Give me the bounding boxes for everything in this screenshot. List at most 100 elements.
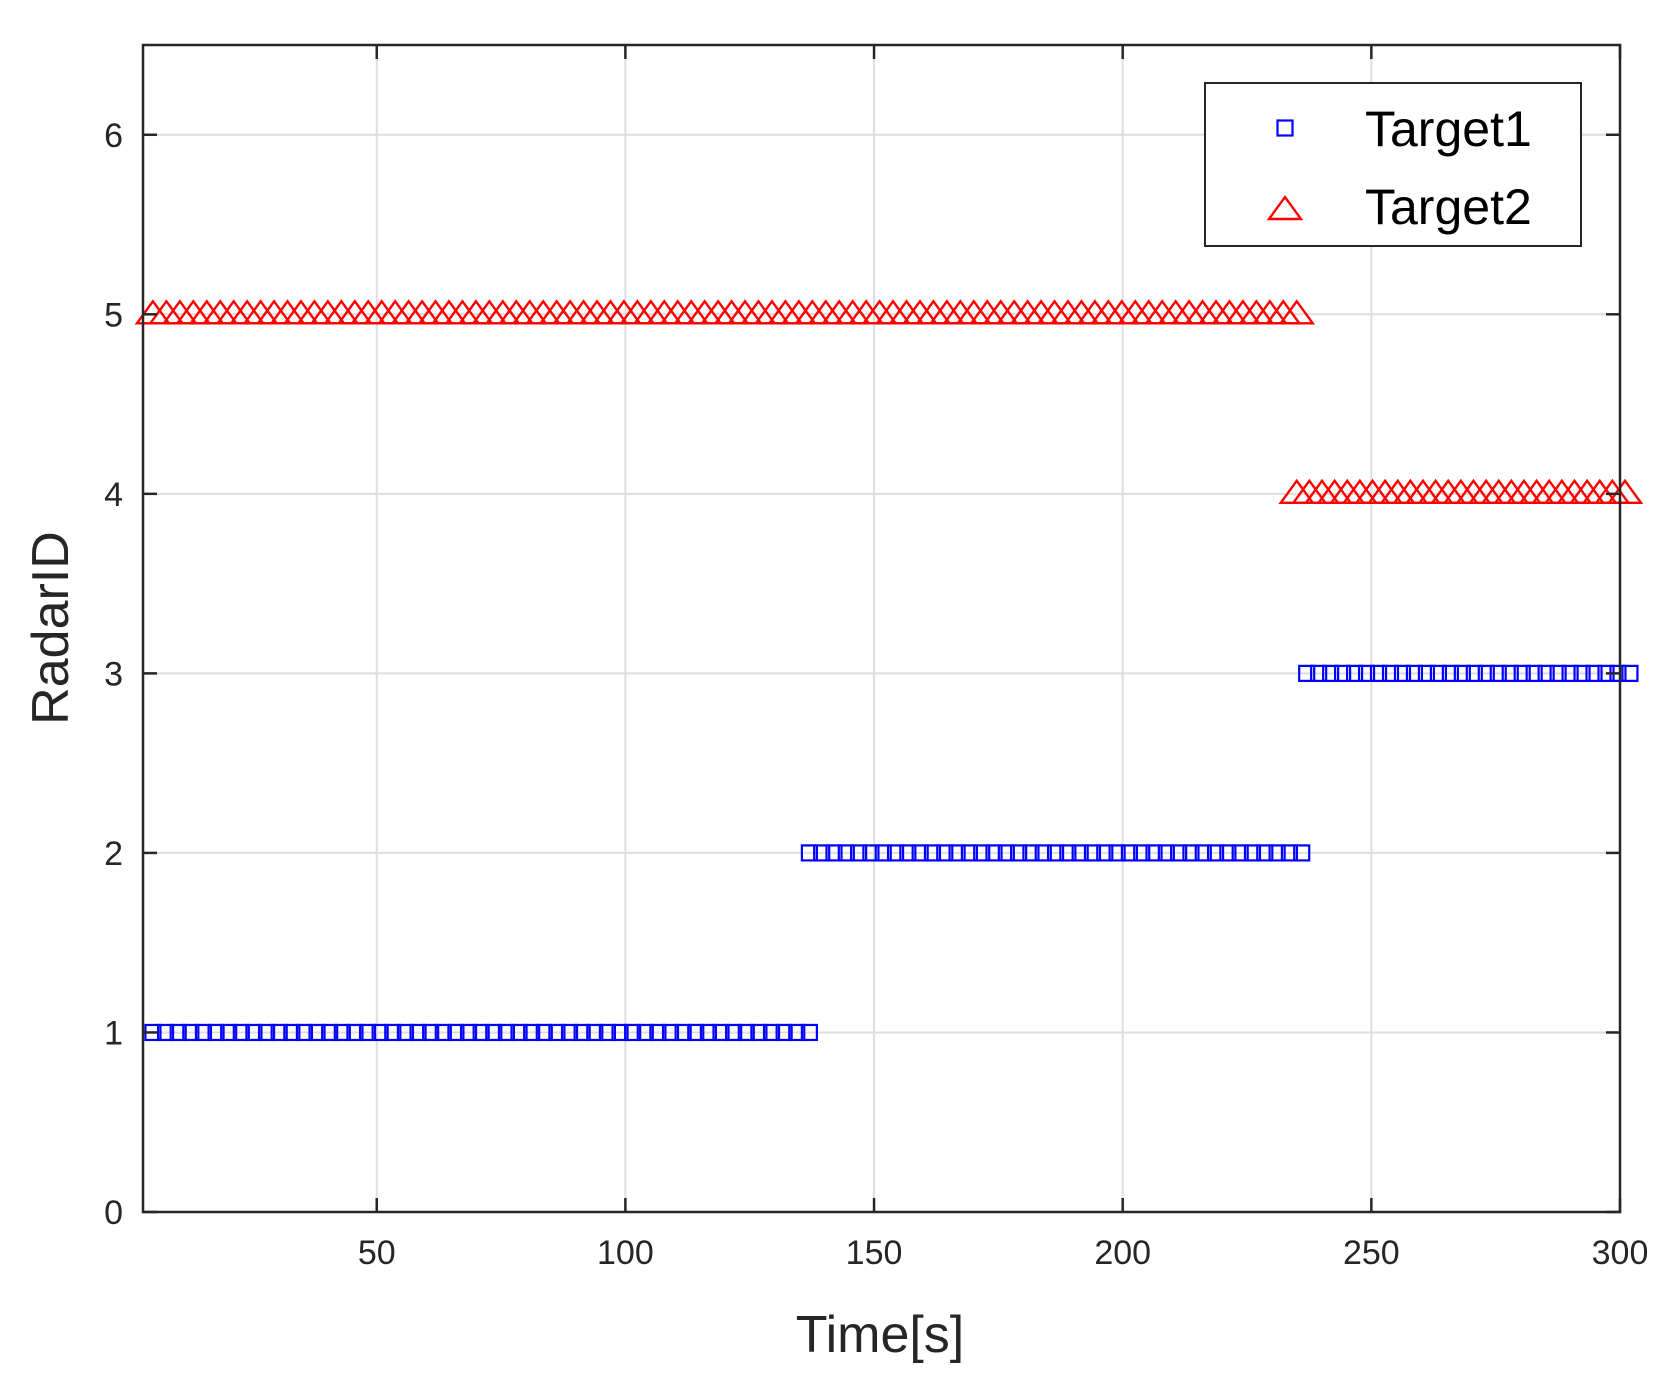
data-point-square: [699, 1023, 717, 1042]
data-point-square: [800, 1023, 818, 1042]
x-tick-label: 100: [597, 1234, 654, 1272]
data-point-square: [1293, 844, 1311, 862]
data-point-square: [257, 1023, 276, 1042]
data-point-square: [1585, 664, 1603, 682]
data-point-square: [712, 1023, 730, 1042]
data-point-square: [1310, 664, 1328, 682]
data-point-square: [1369, 664, 1388, 682]
data-point-square: [850, 844, 868, 862]
data-point-square: [837, 844, 855, 862]
data-point-square: [333, 1023, 351, 1042]
data-point-square: [1280, 844, 1299, 862]
series-target2: [134, 299, 1644, 505]
data-point-square: [1096, 844, 1114, 862]
data-point-square: [1549, 664, 1567, 682]
data-point-square: [270, 1023, 288, 1042]
data-point-square: [1194, 844, 1212, 862]
data-point-square: [1334, 664, 1352, 682]
y-tick-label: 2: [104, 835, 123, 873]
x-tick-label: 50: [358, 1234, 396, 1272]
data-point-square: [862, 844, 880, 862]
legend-marker-target2: [1266, 194, 1304, 221]
data-point-triangle: [1606, 478, 1644, 505]
data-point-square: [649, 1023, 667, 1042]
data-point-square: [485, 1023, 503, 1042]
data-point-square: [973, 844, 991, 862]
data-point-square: [358, 1023, 377, 1042]
data-point-square: [1268, 844, 1286, 862]
data-point-square: [825, 844, 843, 862]
data-point-square: [911, 844, 929, 862]
data-point-square: [1256, 844, 1274, 862]
grid: [143, 45, 1621, 1212]
data-point-square: [936, 844, 954, 862]
data-point-square: [1573, 664, 1591, 682]
y-tick-label: 5: [104, 296, 123, 334]
data-point-triangle: [1278, 299, 1316, 325]
data-point-square: [1525, 664, 1543, 682]
x-axis-title: Time[s]: [796, 1306, 965, 1364]
data-point-square: [308, 1023, 326, 1042]
data-point-square: [923, 844, 942, 862]
data-point-square: [1405, 664, 1424, 682]
x-tick-label: 300: [1592, 1234, 1649, 1272]
data-point-square: [960, 844, 978, 862]
data-point-square: [548, 1023, 566, 1042]
data-point-square: [1417, 664, 1436, 682]
data-point-square: [1621, 664, 1639, 682]
data-point-square: [775, 1023, 793, 1042]
data-point-square: [560, 1023, 579, 1042]
data-point-square: [371, 1023, 389, 1042]
data-point-square: [1345, 664, 1364, 682]
data-point-square: [687, 1023, 705, 1042]
data-point-square: [750, 1023, 768, 1042]
data-point-square: [1046, 844, 1065, 862]
data-point-square: [573, 1023, 591, 1042]
data-point-square: [674, 1023, 692, 1042]
data-point-square: [1133, 844, 1151, 862]
data-point-square: [1108, 844, 1126, 862]
legend-marker-target1: [1276, 119, 1294, 137]
data-point-square: [1453, 664, 1471, 682]
data-point-square: [510, 1023, 528, 1042]
data-point-square: [762, 1023, 781, 1042]
legend-label-target2: Target2: [1365, 179, 1532, 235]
data-point-square: [1561, 664, 1579, 682]
data-point-square: [194, 1023, 213, 1042]
data-point-square: [1231, 844, 1249, 862]
y-tick-label: 1: [104, 1014, 123, 1052]
data-point-square: [1022, 844, 1040, 862]
data-point-square: [384, 1023, 402, 1042]
axes-box: [141, 43, 1622, 1214]
data-point-square: [997, 844, 1015, 862]
data-point-square: [207, 1023, 225, 1042]
ticks: 50 100 150 200 250 300 0 1 2 3 4 5 6: [104, 45, 1648, 1272]
series-target1: [144, 664, 1639, 1042]
data-point-square: [1243, 844, 1262, 862]
data-point-square: [422, 1023, 440, 1042]
data-point-square: [1034, 844, 1052, 862]
data-point-square: [899, 844, 917, 862]
data-point-square: [396, 1023, 415, 1042]
data-point-square: [156, 1023, 175, 1042]
data-point-square: [1393, 664, 1412, 682]
x-tick-label: 150: [846, 1234, 903, 1272]
data-point-square: [472, 1023, 490, 1042]
data-point-square: [611, 1023, 629, 1042]
data-point-square: [245, 1023, 263, 1042]
data-point-square: [182, 1023, 200, 1042]
data-point-square: [321, 1023, 339, 1042]
data-point-square: [624, 1023, 642, 1042]
data-point-square: [985, 844, 1003, 862]
y-tick-label: 0: [104, 1194, 123, 1232]
data-point-square: [1182, 844, 1200, 862]
data-point-square: [598, 1023, 617, 1042]
legend-label-target1: Target1: [1365, 101, 1532, 157]
data-point-square: [409, 1023, 427, 1042]
data-point-square: [447, 1023, 465, 1042]
data-point-square: [874, 844, 892, 862]
data-point-square: [232, 1023, 250, 1042]
data-point-square: [1537, 664, 1555, 682]
data-point-square: [1513, 664, 1531, 682]
